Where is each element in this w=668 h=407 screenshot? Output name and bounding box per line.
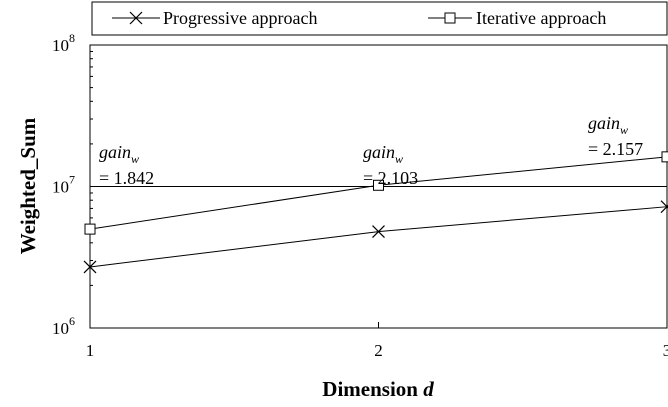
annotation-label: gainw	[99, 142, 139, 166]
y-tick-label-8: 108	[52, 31, 75, 55]
legend-entry-progressive: Progressive approach	[112, 8, 317, 28]
x-tick-label-3: 3	[663, 341, 668, 360]
marker-iterative-3	[661, 151, 668, 163]
y-axis-title: Weighted_Sum	[16, 117, 40, 254]
legend-label-iterative: Iterative approach	[476, 8, 606, 28]
legend-marker-x	[129, 11, 143, 25]
y-tick-exponent: 7	[69, 173, 75, 187]
legend-label-progressive: Progressive approach	[163, 8, 317, 28]
marker-iterative-2	[373, 179, 384, 191]
x-tick-label-1: 1	[86, 341, 95, 360]
marker-progressive-3	[660, 200, 668, 214]
annotation-label: gainw	[588, 113, 628, 137]
annotation-gain-3: gainw= 2.157	[588, 113, 643, 159]
legend: Progressive approach Iterative approach	[91, 1, 668, 36]
annotation-subscript: w	[620, 123, 628, 137]
marker-x-stroke	[660, 204, 668, 214]
y-tick-exponent: 6	[69, 314, 75, 328]
marker-iterative-1	[84, 223, 96, 235]
x-axis-title-var: d	[423, 377, 434, 401]
x-axis-title-main: Dimension	[322, 377, 418, 401]
annotation-subscript: w	[395, 152, 403, 166]
marker-progressive-2	[372, 225, 385, 239]
y-tick-label-7: 107	[52, 173, 75, 197]
y-tick-exponent: 8	[69, 31, 75, 45]
legend-box	[91, 1, 668, 36]
marker-x-stroke	[372, 225, 385, 239]
annotation-label: gainw	[363, 142, 403, 166]
annotation-gain-word: gain	[363, 142, 395, 162]
marker-x-stroke	[83, 260, 97, 274]
legend-entry-iterative: Iterative approach	[428, 8, 606, 28]
annotation-value: = 2.157	[588, 139, 643, 159]
annotation-subscript: w	[131, 152, 139, 166]
y-tick-base: 10	[52, 36, 69, 55]
annotation-gain-2: gainw= 2.103	[363, 142, 418, 188]
y-tick-base: 10	[52, 178, 69, 197]
x-axis-ticks: 1 2 3	[86, 322, 668, 360]
x-axis-title: Dimension d	[322, 377, 434, 401]
annotation-gain-word: gain	[99, 142, 131, 162]
series-markers	[83, 151, 668, 274]
y-tick-base: 10	[52, 319, 69, 338]
marker-progressive-1	[83, 260, 97, 274]
annotation-gain-word: gain	[588, 113, 620, 133]
legend-marker-square	[444, 12, 456, 24]
annotation-gain-1: gainw= 1.842	[99, 142, 154, 188]
x-tick-label-2: 2	[374, 341, 383, 360]
y-tick-label-6: 106	[52, 314, 75, 338]
annotation-value: = 1.842	[99, 168, 154, 188]
annotation-value: = 2.103	[363, 168, 418, 188]
